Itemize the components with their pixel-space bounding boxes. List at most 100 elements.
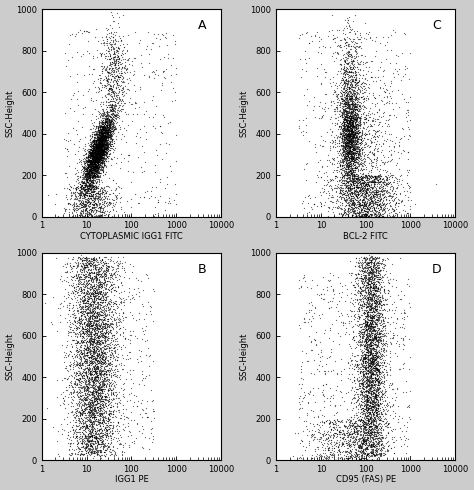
Point [99,141,106,148]
Point [341,297,349,305]
Point [101,132,109,140]
Point [363,194,370,201]
Point [106,119,113,126]
Point [106,428,114,436]
Point [95,153,102,161]
Point [325,304,333,312]
Point [88,426,95,434]
Point [362,379,369,387]
Point [367,341,375,348]
Point [350,157,358,165]
Point [353,193,361,201]
Point [363,208,371,216]
Point [344,116,352,123]
Point [364,405,372,413]
Point [108,281,115,289]
Point [346,452,354,460]
Point [318,35,325,43]
Point [79,254,86,262]
Point [324,203,332,211]
Point [97,133,104,141]
Point [93,314,100,321]
Point [343,174,350,182]
Point [91,272,99,280]
Point [97,385,105,393]
Point [323,176,330,184]
Point [90,128,98,136]
Point [369,425,376,433]
Point [92,393,100,401]
Point [322,434,330,441]
Point [378,395,385,403]
Point [73,353,81,361]
Point [366,306,374,314]
Point [366,337,374,344]
Point [367,196,374,203]
Point [369,305,376,313]
Point [91,159,99,167]
Point [362,272,370,280]
Point [89,157,96,165]
Point [106,128,113,136]
Point [329,155,337,163]
Point [80,366,87,373]
Point [343,429,351,437]
Point [102,433,109,441]
Point [367,210,374,218]
Point [101,141,109,148]
Point [68,372,75,380]
Point [97,79,105,87]
Point [91,322,98,330]
Point [374,400,381,408]
Point [344,156,352,164]
Point [105,262,113,270]
Point [89,283,96,291]
Point [130,439,138,447]
Point [92,150,100,158]
Point [355,102,363,110]
Point [371,443,378,451]
Point [86,378,93,386]
Point [374,249,382,257]
Point [366,301,374,309]
Point [343,77,351,85]
Point [336,36,344,44]
Point [370,188,377,196]
Point [99,205,107,213]
Point [313,450,321,458]
Point [364,259,372,267]
Point [101,207,109,215]
Point [360,425,368,433]
Point [88,382,96,390]
Point [369,199,377,207]
Point [89,200,96,208]
Point [89,163,96,171]
Point [169,84,177,92]
Point [89,149,96,157]
Point [335,441,343,448]
Point [98,190,105,197]
Point [354,124,362,132]
Point [83,386,91,393]
Point [375,370,383,378]
Point [90,354,97,362]
Point [122,313,130,320]
Point [303,411,311,419]
Point [114,57,122,65]
Point [89,398,96,406]
Point [361,352,369,360]
Point [67,393,75,401]
Point [368,427,376,435]
Point [109,202,116,210]
Point [301,446,309,454]
Point [100,53,108,61]
Point [362,403,370,411]
Point [343,160,351,168]
Point [95,408,103,416]
Point [365,273,373,281]
Point [88,156,96,164]
Point [108,380,116,388]
Point [381,341,389,349]
Point [95,136,102,144]
Point [363,143,371,150]
